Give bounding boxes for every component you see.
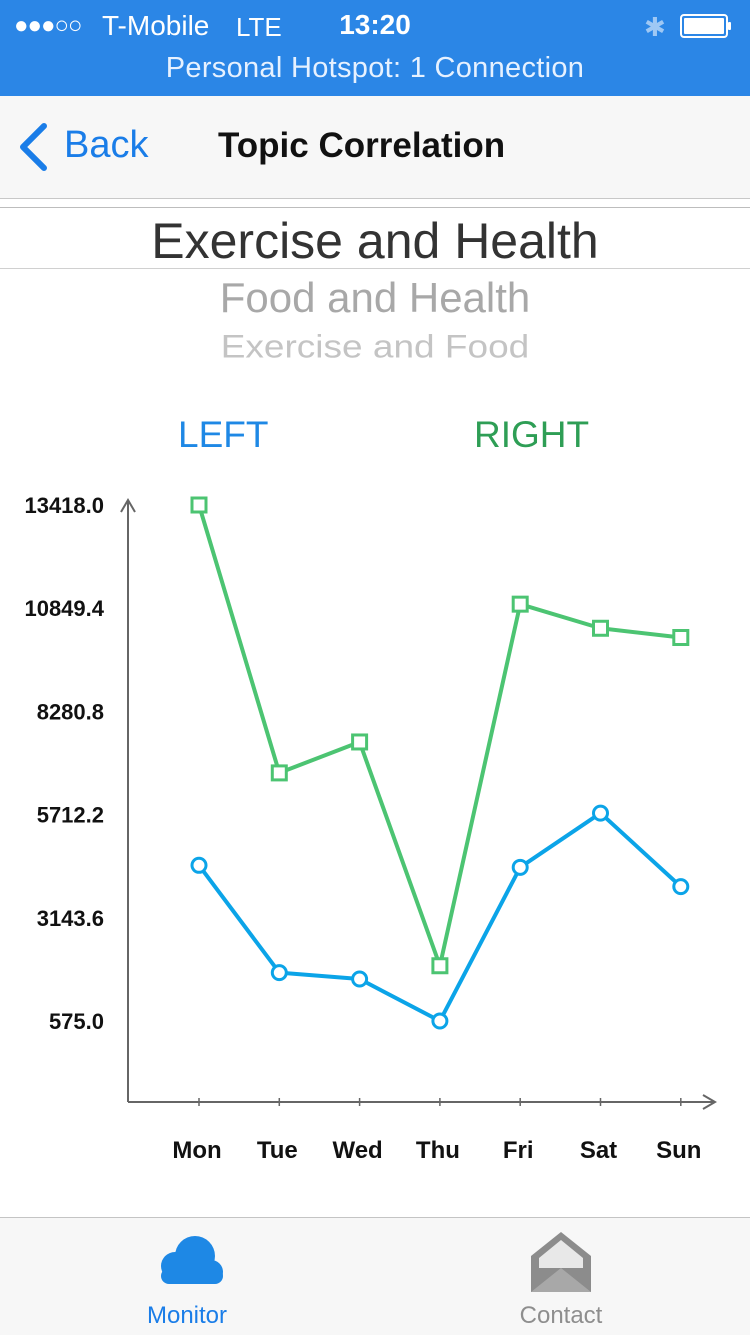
carrier-name: T-Mobile <box>102 10 210 41</box>
data-point-left <box>351 970 369 988</box>
x-tick-label: Fri <box>503 1137 534 1164</box>
legend-left: LEFT <box>178 414 269 455</box>
envelope-icon <box>531 1232 591 1292</box>
tab-bar: Monitor Contact <box>0 1217 750 1335</box>
hotspot-banner[interactable]: Personal Hotspot: 1 Connection <box>165 52 585 84</box>
clock: 13:20 <box>339 9 411 40</box>
data-point-right <box>592 619 609 637</box>
data-point-left <box>270 964 288 982</box>
back-label: Back <box>64 124 149 166</box>
topic-option[interactable]: Food and Health <box>219 274 531 321</box>
topic-option-selected[interactable]: Exercise and Health <box>151 213 599 269</box>
x-tick-label: Tue <box>257 1137 298 1164</box>
picker-divider-bottom <box>0 268 750 269</box>
series-line-right <box>197 504 682 968</box>
data-point-left <box>190 856 208 874</box>
status-bar: ●●●○○ T-Mobile LTE 13:20 ✱ Personal Hots… <box>0 0 750 96</box>
data-point-right <box>190 496 208 514</box>
data-point-left <box>511 858 529 876</box>
y-tick-label: 13418.0 <box>24 493 104 518</box>
y-tick-label: 8280.8 <box>37 699 104 724</box>
cloud-icon <box>161 1236 223 1284</box>
data-point-right <box>431 957 449 975</box>
x-tick-label: Sat <box>580 1137 617 1164</box>
data-point-left <box>592 804 609 822</box>
y-tick-label: 10849.4 <box>24 596 104 621</box>
data-point-left <box>431 1012 449 1030</box>
series-line-left <box>197 811 683 1023</box>
bluetooth-icon: ✱ <box>644 12 666 42</box>
tab-contact-label: Contact <box>519 1302 603 1329</box>
chevron-left-icon <box>20 123 47 171</box>
tab-monitor[interactable]: Monitor <box>107 1218 267 1335</box>
navigation-bar: Back Topic Correlation <box>0 96 750 199</box>
legend-right: RIGHT <box>474 414 590 455</box>
x-axis-arrow <box>702 1094 717 1110</box>
y-axis-arrow <box>120 498 136 513</box>
network-type: LTE <box>236 12 282 42</box>
x-tick-label: Sun <box>656 1137 701 1164</box>
page-title: Topic Correlation <box>218 126 506 165</box>
x-tick-label: Thu <box>416 1137 460 1164</box>
picker-divider-top <box>0 207 750 208</box>
signal-strength: ●●●○○ <box>14 12 82 39</box>
y-tick-label: 3143.6 <box>37 906 104 931</box>
data-point-right <box>270 764 288 782</box>
y-tick-label: 5712.2 <box>37 803 104 828</box>
battery-icon <box>680 14 731 38</box>
x-tick-label: Mon <box>172 1137 221 1164</box>
x-tick-label: Wed <box>332 1137 382 1164</box>
data-point-left <box>672 878 690 896</box>
status-row: ●●●○○ T-Mobile LTE 13:20 ✱ <box>0 8 750 44</box>
data-point-right <box>351 733 369 751</box>
data-point-right <box>672 629 690 647</box>
tab-monitor-label: Monitor <box>146 1302 228 1329</box>
topic-option[interactable]: Exercise and Food <box>220 328 530 365</box>
y-tick-label: 575.0 <box>49 1009 104 1034</box>
data-point-right <box>511 595 529 613</box>
tab-contact[interactable]: Contact <box>481 1218 641 1335</box>
line-chart: 13418.0 10849.4 8280.8 5712.2 3143.6 575.0 Mon… <box>24 493 717 1164</box>
